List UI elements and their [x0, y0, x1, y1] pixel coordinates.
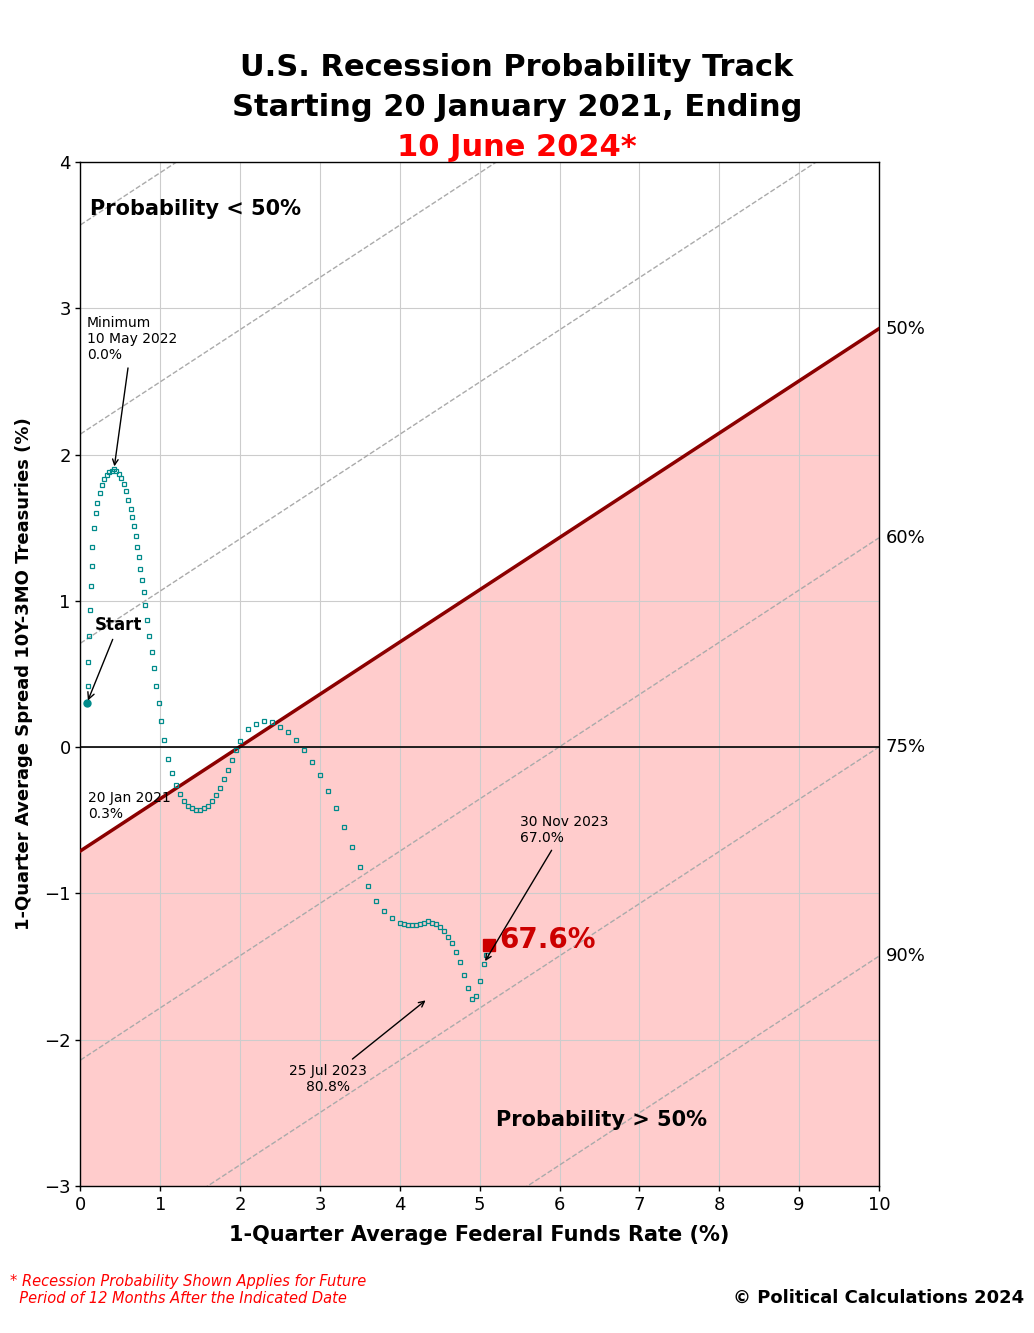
Text: 25 Jul 2023
80.8%: 25 Jul 2023 80.8% — [290, 1001, 424, 1094]
Text: * Recession Probability Shown Applies for Future
  Period of 12 Months After the: * Recession Probability Shown Applies fo… — [10, 1274, 367, 1306]
Text: Probability > 50%: Probability > 50% — [495, 1110, 706, 1130]
Text: Start: Start — [88, 616, 143, 698]
Text: 50%: 50% — [886, 320, 925, 337]
Text: Starting 20 January 2021, Ending: Starting 20 January 2021, Ending — [232, 93, 802, 123]
Text: 60%: 60% — [886, 529, 925, 547]
Polygon shape — [81, 329, 879, 1186]
Text: 90%: 90% — [886, 948, 925, 965]
Text: 10 June 2024*: 10 June 2024* — [397, 133, 637, 163]
Y-axis label: 1-Quarter Average Spread 10Y-3MO Treasuries (%): 1-Quarter Average Spread 10Y-3MO Treasur… — [16, 417, 33, 930]
Text: © Political Calculations 2024: © Political Calculations 2024 — [732, 1288, 1024, 1306]
Text: 30 Nov 2023
67.0%: 30 Nov 2023 67.0% — [486, 814, 608, 960]
Text: 20 Jan 2021
0.3%: 20 Jan 2021 0.3% — [89, 790, 172, 821]
Text: U.S. Recession Probability Track: U.S. Recession Probability Track — [240, 53, 794, 83]
Text: 75%: 75% — [886, 738, 925, 756]
X-axis label: 1-Quarter Average Federal Funds Rate (%): 1-Quarter Average Federal Funds Rate (%) — [230, 1225, 730, 1245]
Text: Minimum
10 May 2022
0.0%: Minimum 10 May 2022 0.0% — [87, 316, 177, 465]
Text: Probability < 50%: Probability < 50% — [90, 199, 301, 219]
Text: 67.6%: 67.6% — [498, 926, 596, 954]
